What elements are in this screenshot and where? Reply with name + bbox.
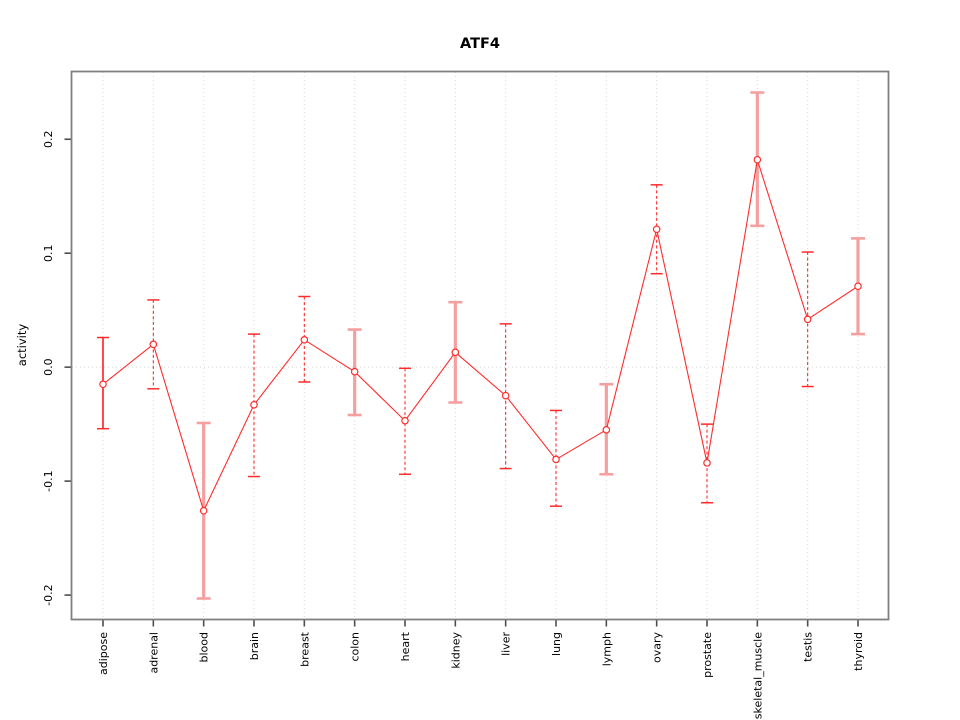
- data-point-marker: [552, 455, 560, 464]
- data-point-marker: [602, 426, 611, 434]
- x-tick-label: thyroid: [852, 632, 865, 671]
- data-point-marker: [652, 225, 661, 234]
- y-tick-label: -0.2: [42, 584, 55, 605]
- x-tick-label: adipose: [97, 632, 110, 675]
- x-tick-label: brain: [248, 632, 261, 660]
- x-tick-label: liver: [500, 632, 513, 656]
- y-tick-label: -0.1: [42, 470, 55, 491]
- data-point-marker: [300, 336, 309, 344]
- x-tick-label: kidney: [449, 632, 462, 669]
- data-point-marker: [501, 391, 510, 400]
- x-tick-label: skeletal_muscle: [751, 632, 764, 719]
- data-point-marker: [350, 367, 359, 376]
- y-tick-label: 0.1: [42, 244, 55, 262]
- y-tick-label: 0.0: [42, 358, 55, 376]
- data-point-marker: [149, 340, 158, 349]
- axes-layer: adipose adrenal blood brain breast colon heart…: [42, 130, 865, 719]
- x-tick-label: adrenal: [147, 632, 160, 674]
- y-tick-label: 0.2: [42, 130, 55, 148]
- chart-title: ATF4: [460, 36, 500, 52]
- data-point-marker: [250, 400, 258, 409]
- x-tick-label: testis: [802, 632, 815, 662]
- data-point-marker: [703, 459, 711, 467]
- data-points-layer: [99, 155, 862, 515]
- data-point-marker: [854, 282, 862, 291]
- x-tick-label: prostate: [701, 632, 714, 678]
- data-point-marker: [451, 348, 460, 357]
- x-tick-label: lymph: [600, 632, 613, 666]
- plot-frame: [70, 70, 890, 621]
- x-tick-label: breast: [298, 631, 311, 667]
- x-tick-label: heart: [399, 631, 412, 661]
- data-point-marker: [401, 416, 409, 425]
- x-tick-label: colon: [349, 632, 362, 662]
- series-line: [102, 159, 859, 513]
- series-line-layer: [102, 159, 859, 513]
- data-point-marker: [199, 506, 208, 515]
- y-axis-label: activity: [15, 324, 29, 367]
- x-tick-label: lung: [550, 632, 563, 656]
- error-bars-layer: [97, 91, 865, 600]
- data-point-marker: [99, 380, 107, 389]
- data-point-marker: [753, 155, 762, 164]
- data-point-marker: [803, 315, 812, 324]
- x-tick-label: blood: [198, 632, 211, 662]
- grid-layer: [72, 72, 888, 619]
- x-tick-label: ovary: [651, 632, 664, 664]
